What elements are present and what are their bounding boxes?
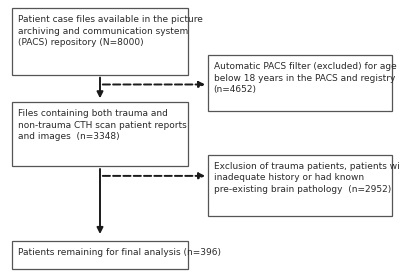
Text: Patient case files available in the picture
archiving and communication system
(: Patient case files available in the pict… [18, 15, 202, 47]
Text: Automatic PACS filter (excluded) for age
below 18 years in the PACS and registry: Automatic PACS filter (excluded) for age… [214, 62, 396, 94]
FancyBboxPatch shape [12, 241, 188, 269]
FancyBboxPatch shape [208, 55, 392, 111]
Text: Exclusion of trauma patients, patients with
inadequate history or had known
pre-: Exclusion of trauma patients, patients w… [214, 162, 400, 194]
Text: Patients remaining for final analysis (n=396): Patients remaining for final analysis (n… [18, 248, 221, 257]
FancyBboxPatch shape [12, 8, 188, 75]
FancyBboxPatch shape [208, 155, 392, 216]
Text: Files containing both trauma and
non-trauma CTH scan patient reports
and images : Files containing both trauma and non-tra… [18, 109, 186, 141]
FancyBboxPatch shape [12, 102, 188, 166]
